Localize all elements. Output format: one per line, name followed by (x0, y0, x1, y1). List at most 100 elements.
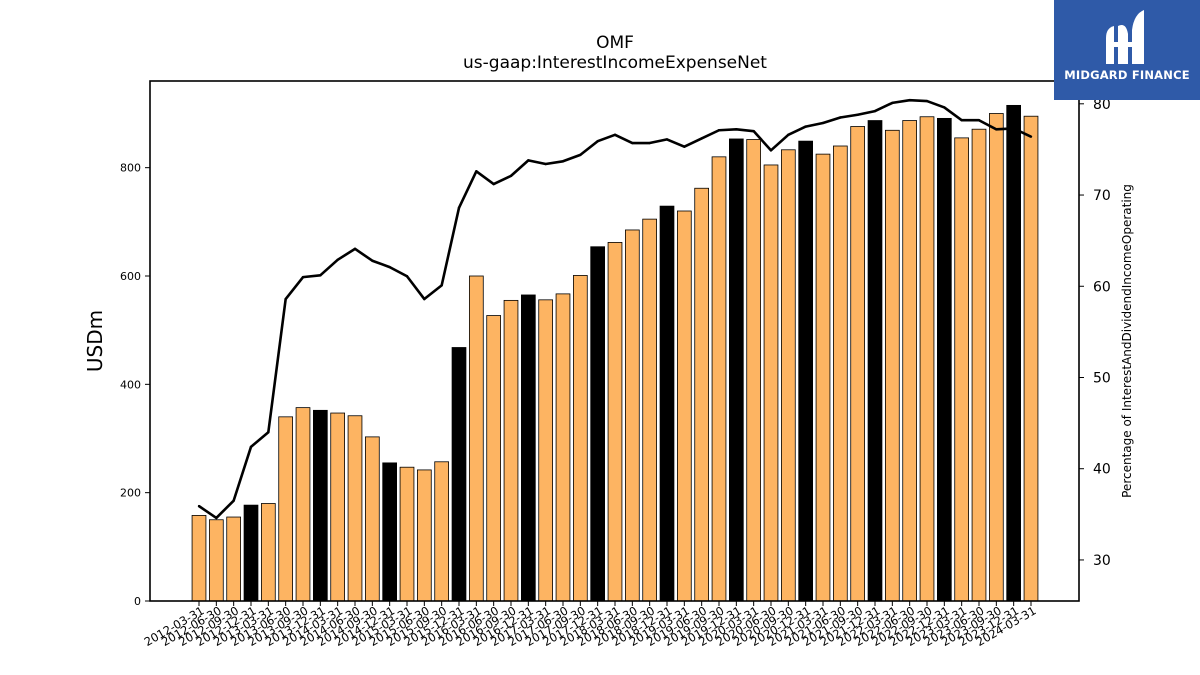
line-point (301, 275, 305, 279)
bar (781, 149, 796, 602)
line-point (769, 149, 773, 152)
bar (763, 164, 779, 602)
line-point (509, 174, 513, 178)
line-point (579, 153, 582, 157)
line-point (873, 109, 877, 113)
line-point (943, 106, 946, 109)
bar (399, 466, 415, 602)
bar (486, 315, 502, 602)
line-point (267, 431, 270, 434)
line-point (717, 129, 721, 132)
bar (330, 412, 346, 602)
y2-tick-label: 30 (1093, 553, 1111, 569)
bar (191, 515, 207, 602)
line-point (839, 116, 842, 119)
line-point (405, 275, 409, 278)
line-point (353, 247, 357, 251)
line-point (596, 140, 599, 143)
line-point (492, 182, 495, 186)
midgard-finance-logo: MIDGARD FINANCE (1054, 0, 1200, 100)
line-point (960, 119, 963, 122)
bar (694, 187, 709, 602)
bar (954, 137, 969, 602)
line-point (457, 206, 461, 210)
bar (538, 299, 553, 602)
line-point (856, 113, 859, 116)
bar (625, 229, 640, 602)
line-point (1029, 135, 1033, 138)
bar (260, 503, 276, 602)
line-point (215, 516, 218, 520)
bar (850, 126, 865, 602)
y2-tick-label: 70 (1093, 188, 1111, 204)
bar (555, 293, 571, 602)
line-point (804, 125, 807, 128)
line-point (475, 170, 478, 173)
bar (451, 347, 467, 602)
bar (677, 210, 692, 602)
bar (989, 113, 1004, 602)
bar (833, 145, 848, 602)
bar (208, 519, 224, 602)
bar (607, 242, 623, 602)
bar (364, 436, 380, 602)
bar (885, 129, 900, 602)
y-tick-label: 400 (120, 378, 141, 391)
bar (590, 246, 605, 602)
line-point (752, 129, 755, 133)
bar (902, 120, 917, 602)
line-point (995, 128, 998, 131)
bar (243, 504, 259, 602)
line-point (1012, 127, 1015, 130)
line-point (423, 297, 426, 301)
line-point (648, 141, 651, 145)
line-point (371, 259, 374, 262)
chart-title: OMF (596, 33, 634, 53)
line-point (336, 258, 339, 262)
bar (468, 275, 484, 602)
bar (1023, 115, 1039, 602)
y2-tick-label: 80 (1093, 97, 1111, 113)
y-tick-label: 200 (120, 487, 141, 500)
line-point (544, 162, 547, 166)
bar (919, 116, 935, 602)
line-point (821, 121, 825, 125)
bar (295, 407, 311, 602)
bar (278, 416, 294, 602)
chart-subtitle: us-gaap:InterestIncomeExpenseNet (463, 53, 767, 73)
line-point (700, 137, 703, 140)
midgard-logo-icon (1106, 10, 1144, 64)
bar (1006, 104, 1021, 602)
logo-text: MIDGARD FINANCE (1064, 68, 1190, 82)
line-point (232, 499, 235, 502)
bar (642, 218, 657, 602)
line-point (527, 159, 530, 162)
line-point (735, 128, 738, 131)
bar (347, 415, 363, 602)
bar (521, 294, 536, 602)
line-point (197, 504, 201, 508)
bar (798, 140, 813, 602)
line-point (891, 101, 894, 105)
line-point (561, 160, 565, 163)
bar (937, 117, 952, 602)
y2-tick-label: 50 (1093, 370, 1111, 386)
bar (971, 128, 987, 602)
line-point (665, 138, 669, 141)
plot-area (191, 98, 1039, 602)
bar (573, 275, 588, 602)
bar (382, 462, 398, 602)
y-axis-label: USDm (83, 310, 107, 372)
line-point (908, 98, 911, 102)
y2-tick-label: 60 (1093, 279, 1111, 295)
line-point (249, 445, 253, 449)
bar (729, 138, 744, 602)
bar (711, 156, 727, 602)
bar (416, 469, 432, 602)
y2-tick-label: 40 (1093, 462, 1111, 478)
y-tick-label: 800 (120, 162, 141, 175)
line-point (977, 119, 981, 122)
bar (815, 153, 831, 602)
y2-axis-label: Percentage of InterestAndDividendIncomeO… (1120, 184, 1134, 498)
